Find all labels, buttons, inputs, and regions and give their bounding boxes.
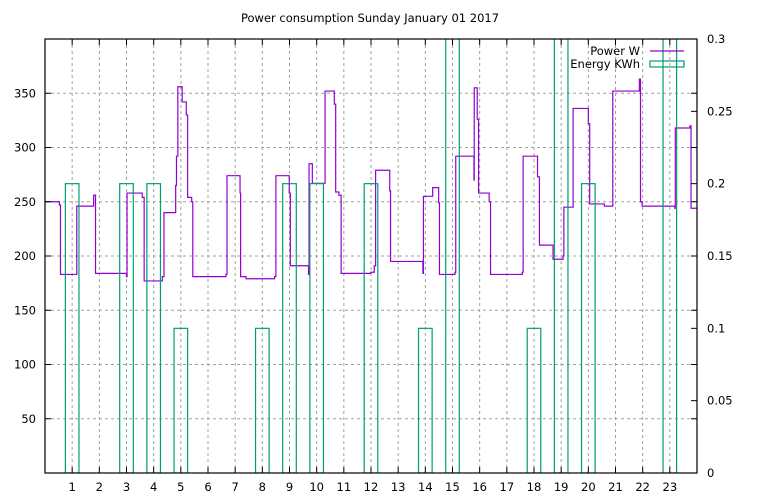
- y2-tick-label: 0: [707, 466, 714, 480]
- y-tick-label: 250: [14, 195, 36, 209]
- energy-box: [553, 39, 569, 473]
- energy-box: [64, 183, 80, 473]
- x-tick-label: 11: [337, 480, 352, 494]
- legend-label-power: Power W: [590, 44, 640, 58]
- legend-swatch-energy: [649, 60, 685, 68]
- x-tick-label: 20: [581, 480, 596, 494]
- energy-box: [146, 183, 162, 473]
- energy-box: [173, 327, 189, 473]
- x-tick-label: 1: [69, 480, 76, 494]
- x-tick-label: 13: [391, 480, 406, 494]
- x-tick-label: 6: [204, 480, 211, 494]
- x-tick-label: 12: [364, 480, 379, 494]
- x-tick-label: 3: [123, 480, 130, 494]
- y-tick-label: 300: [14, 141, 36, 155]
- x-tick-label: 19: [554, 480, 569, 494]
- x-tick-label: 8: [259, 480, 266, 494]
- x-tick-label: 9: [286, 480, 293, 494]
- energy-box: [254, 327, 270, 473]
- y-tick-label: 150: [14, 303, 36, 317]
- grid: [45, 39, 697, 473]
- x-tick-label: 15: [445, 480, 460, 494]
- y-tick-label: 200: [14, 249, 36, 263]
- energy-box: [580, 183, 596, 473]
- y2-tick-label: 0.25: [707, 104, 733, 118]
- x-tick-label: 7: [232, 480, 239, 494]
- axis-ticks: 1 2 3 4 5 6 7 8 9 10 11 12 13 14 15 16 17 18 19 20 21 22 23501…: [14, 32, 733, 494]
- energy-box: [282, 183, 297, 473]
- x-tick-label: 2: [96, 480, 103, 494]
- energy-box: [417, 327, 433, 473]
- legend: Power W Energy KWh: [570, 44, 685, 71]
- y2-tick-label: 0.1: [707, 321, 725, 335]
- y-tick-label: 350: [14, 86, 36, 100]
- y-tick-label: 50: [21, 412, 36, 426]
- series-layer: [45, 39, 697, 473]
- x-tick-label: 21: [608, 480, 623, 494]
- x-tick-label: 22: [635, 480, 650, 494]
- x-tick-label: 4: [150, 480, 157, 494]
- x-tick-label: 10: [309, 480, 324, 494]
- y2-tick-label: 0.2: [707, 177, 725, 191]
- energy-box: [445, 39, 460, 473]
- energy-box: [119, 183, 134, 473]
- y-tick-label: 100: [14, 358, 36, 372]
- y2-tick-label: 0.3: [707, 32, 725, 46]
- x-tick-label: 5: [177, 480, 184, 494]
- x-tick-label: 23: [663, 480, 678, 494]
- x-tick-label: 16: [472, 480, 487, 494]
- x-tick-label: 18: [527, 480, 542, 494]
- x-tick-label: 14: [418, 480, 433, 494]
- legend-label-energy: Energy KWh: [570, 57, 640, 71]
- energy-box: [526, 327, 542, 473]
- y2-tick-label: 0.05: [707, 394, 733, 408]
- energy-box: [309, 183, 325, 473]
- x-tick-label: 17: [500, 480, 515, 494]
- energy-box: [662, 39, 678, 473]
- y2-tick-label: 0.15: [707, 249, 733, 263]
- energy-box: [363, 183, 379, 473]
- chart-title: Power consumption Sunday January 01 2017: [241, 11, 499, 25]
